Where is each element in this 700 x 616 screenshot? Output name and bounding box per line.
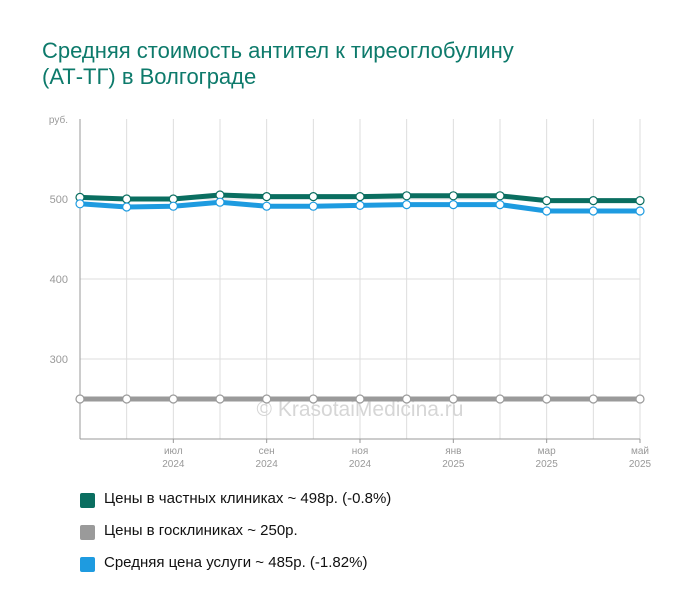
legend-swatch-public xyxy=(80,525,95,540)
data-point-private xyxy=(262,192,272,202)
data-point-average xyxy=(635,206,645,216)
x-tick-label-month: мар xyxy=(538,446,556,457)
x-tick-label-month: май xyxy=(631,446,649,457)
chart-title: Средняя стоимость антител к тиреоглобули… xyxy=(42,38,662,90)
x-tick-label-month: ноя xyxy=(352,446,369,457)
data-point-private xyxy=(402,191,412,201)
chart-title-line-1: Средняя стоимость антител к тиреоглобули… xyxy=(42,38,514,63)
data-point-average xyxy=(75,199,85,209)
data-point-private xyxy=(588,196,598,206)
data-point-average xyxy=(262,201,272,211)
x-tick-label-year: 2025 xyxy=(536,459,559,470)
data-point-average xyxy=(122,202,132,212)
data-point-average xyxy=(168,201,178,211)
legend-label-private: Цены в частных клиниках ~ 498р. (-0.8%) xyxy=(104,490,392,507)
chart-title-line-2: (АТ-ТГ) в Волгограде xyxy=(42,64,257,89)
data-point-private xyxy=(542,196,552,206)
legend-label-average: Средняя цена услуги ~ 485р. (-1.82%) xyxy=(104,554,368,571)
y-axis-unit-label: руб. xyxy=(49,114,68,126)
data-point-average xyxy=(308,201,318,211)
data-point-private xyxy=(635,196,645,206)
legend-swatch-average xyxy=(80,557,95,572)
x-tick-label-year: 2025 xyxy=(629,459,652,470)
data-point-average xyxy=(355,200,365,210)
x-tick-label-year: 2024 xyxy=(349,459,372,470)
data-point-public xyxy=(355,394,365,404)
y-tick-label: 400 xyxy=(50,274,68,286)
data-point-average xyxy=(495,200,505,210)
x-tick-label-year: 2025 xyxy=(442,459,465,470)
data-point-public xyxy=(635,394,645,404)
data-point-public xyxy=(215,394,225,404)
data-point-public xyxy=(75,394,85,404)
legend-swatch-private xyxy=(80,493,95,508)
watermark-text: © KrasotaiMedicina.ru xyxy=(257,398,464,421)
data-point-public xyxy=(402,394,412,404)
x-tick-label-month: сен xyxy=(259,446,275,457)
x-tick-label-year: 2024 xyxy=(256,459,279,470)
x-tick-label-year: 2024 xyxy=(162,459,185,470)
data-point-private xyxy=(122,194,132,204)
y-tick-label: 500 xyxy=(50,194,68,206)
data-point-average xyxy=(542,206,552,216)
data-point-private xyxy=(495,191,505,201)
data-point-private xyxy=(355,192,365,202)
data-point-public xyxy=(495,394,505,404)
data-point-private xyxy=(308,192,318,202)
data-point-public xyxy=(588,394,598,404)
data-point-public xyxy=(448,394,458,404)
data-point-average xyxy=(215,197,225,207)
data-point-public xyxy=(122,394,132,404)
legend-label-public: Цены в госклиниках ~ 250р. xyxy=(104,522,298,539)
data-point-public xyxy=(262,394,272,404)
y-tick-label: 300 xyxy=(50,354,68,366)
data-point-average xyxy=(448,200,458,210)
data-point-average xyxy=(402,200,412,210)
data-point-private xyxy=(448,191,458,201)
x-tick-label-month: янв xyxy=(445,446,461,457)
data-point-average xyxy=(588,206,598,216)
data-point-public xyxy=(308,394,318,404)
data-point-public xyxy=(168,394,178,404)
data-point-public xyxy=(542,394,552,404)
x-tick-label-month: июл xyxy=(164,446,183,457)
